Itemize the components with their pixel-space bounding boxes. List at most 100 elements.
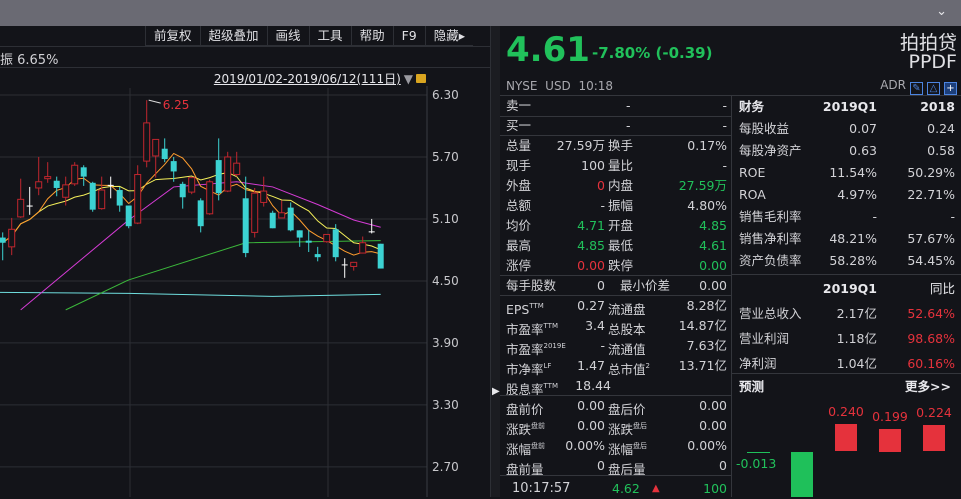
candle-body <box>341 264 348 266</box>
stat-value: 4.71 <box>577 218 605 233</box>
toolbar-f9[interactable]: F9 <box>392 26 425 46</box>
cell: 0.63 <box>849 143 877 158</box>
orderbook-volume: - <box>722 98 727 113</box>
finance-row: ROA 4.97% 22.71% <box>731 184 961 206</box>
orderbook-row: 卖一 - - <box>500 96 731 116</box>
toolbar-draw[interactable]: 画线 <box>266 26 309 46</box>
stat-value: 0.00% <box>687 438 727 453</box>
row-label: 营业利润 <box>739 331 790 346</box>
stat-label: 最高 <box>506 238 532 253</box>
edit-icon[interactable]: ✎ <box>910 82 923 95</box>
cell: 58.28% <box>829 253 877 268</box>
finance-row: ROE 11.54% 50.29% <box>731 162 961 184</box>
panel-splitter[interactable]: ▶ <box>490 26 500 497</box>
cell: - <box>950 209 955 224</box>
forecast-value: -0.013 <box>736 456 777 471</box>
cell: 52.64% <box>907 306 955 321</box>
stat-label: EPSTTM <box>506 302 544 317</box>
toolbar-overlay[interactable]: 超级叠加 <box>199 26 267 46</box>
cell: 0.24 <box>927 121 955 136</box>
tick-volume: 100 <box>703 481 727 496</box>
stat-value: - <box>722 158 727 173</box>
stat-value: - <box>600 198 605 213</box>
candle-body <box>35 181 43 189</box>
add-icon[interactable]: + <box>944 82 957 95</box>
finance-row: 每股收益 0.07 0.24 <box>731 118 961 140</box>
stat-value: 14.87亿 <box>678 318 727 333</box>
divider <box>500 95 961 96</box>
finance-row: 每股净资产 0.63 0.58 <box>731 140 961 162</box>
candlestick-chart[interactable]: 6.30 5.70 5.10 4.50 3.90 3.30 2.70 6.25 <box>0 26 490 497</box>
income-row: 营业利润 1.18亿 98.68% <box>731 328 961 350</box>
high-annotation-arrow <box>148 99 161 104</box>
income-header: 2019Q1 同比 <box>731 278 961 300</box>
tick-row: 10:17:57 4.62 ▲ 100 <box>500 479 731 499</box>
price-change: -7.80% (-0.39) <box>592 44 713 62</box>
expand-arrow-icon[interactable]: ▶ <box>492 386 500 397</box>
stat-value: 0.27 <box>577 298 605 313</box>
last-price: 4.61 <box>506 30 590 70</box>
cell: 1.18亿 <box>836 331 877 346</box>
finance-header: 财务 2019Q1 2018 <box>731 96 961 118</box>
chevron-down-icon[interactable]: ⌄ <box>936 4 947 19</box>
stat-value: 0.00 <box>699 418 727 433</box>
stat-value: 0 <box>597 458 605 473</box>
stat-label: 最低 <box>608 238 634 253</box>
stat-row: 外盘 0 内盘 27.59万 <box>500 176 731 196</box>
extended-row: 涨幅盘前 0.00% 涨幅盘后 0.00% <box>500 436 731 457</box>
valuation-row: 市盈率TTM 3.4 总股本 14.87亿 <box>500 316 731 337</box>
stat-value: 0.00 <box>699 258 727 273</box>
toolbar-hide[interactable]: 隐藏▸ <box>424 26 473 46</box>
cell: 48.21% <box>829 231 877 246</box>
stat-value: 0.00 <box>577 418 605 433</box>
tick-time: 10:17:57 <box>512 481 571 496</box>
stat-value: 3.4 <box>585 318 605 333</box>
forecast-title: 预测 <box>739 379 765 394</box>
cell: 22.71% <box>907 187 955 202</box>
forecast-more-link[interactable]: 更多>> <box>905 379 951 394</box>
stat-value: 4.61 <box>699 238 727 253</box>
row-label: 销售毛利率 <box>739 209 802 224</box>
candle-body <box>0 237 6 243</box>
cell: 0.07 <box>849 121 877 136</box>
lot-row: 每手股数 0 最小价差 0.00 <box>500 276 731 296</box>
lock-icon[interactable] <box>416 74 426 83</box>
y-tick-label: 2.70 <box>432 460 459 474</box>
stat-row: 均价 4.71 开盘 4.85 <box>500 216 731 236</box>
dropdown-triangle-icon[interactable]: ▼ <box>403 71 413 86</box>
stock-name: 拍拍贷 <box>899 32 957 54</box>
row-label: 每股收益 <box>739 121 790 136</box>
stat-label: 量比 <box>608 158 634 173</box>
stat-value: 0.00% <box>565 438 605 453</box>
candle-body <box>332 229 339 258</box>
finance-row: 资产负债率 58.28% 54.45% <box>731 250 961 272</box>
candle-body <box>71 164 79 185</box>
stat-label: 流通值 <box>608 342 646 357</box>
bell-icon[interactable]: △ <box>927 82 940 95</box>
stat-label: 涨幅盘后 <box>608 442 648 457</box>
y-tick-label: 3.90 <box>432 336 459 350</box>
stat-label: 盘后量 <box>608 462 646 477</box>
stat-label: 跌停 <box>608 258 634 273</box>
candle-body <box>242 198 249 254</box>
stat-label: 总股本 <box>608 322 646 337</box>
toolbar-tools[interactable]: 工具 <box>308 26 351 46</box>
cell: 57.67% <box>907 231 955 246</box>
stat-value: 7.63亿 <box>686 338 727 353</box>
candle-body <box>62 184 70 198</box>
toolbar-forward-adjust[interactable]: 前复权 <box>145 26 200 46</box>
stat-value: 0.00 <box>577 258 605 273</box>
candle-body <box>278 212 286 219</box>
adr-actions: ADR ✎ △ + <box>880 78 957 95</box>
high-price-label: 6.25 <box>163 98 190 112</box>
cell: 54.45% <box>907 253 955 268</box>
toolbar-help[interactable]: 帮助 <box>350 26 393 46</box>
stat-value: 27.59万 <box>678 178 727 193</box>
extended-row: 盘前价 0.00 盘后价 0.00 <box>500 396 731 417</box>
orderbook-volume: - <box>722 118 727 133</box>
date-range-selector[interactable]: 2019/01/02-2019/06/12(111日) <box>213 72 401 86</box>
finance-row: 销售净利率 48.21% 57.67% <box>731 228 961 250</box>
row-label: 销售净利率 <box>739 231 802 246</box>
stat-value: 0.00 <box>699 278 727 293</box>
stat-label: 盘前价 <box>506 402 544 417</box>
